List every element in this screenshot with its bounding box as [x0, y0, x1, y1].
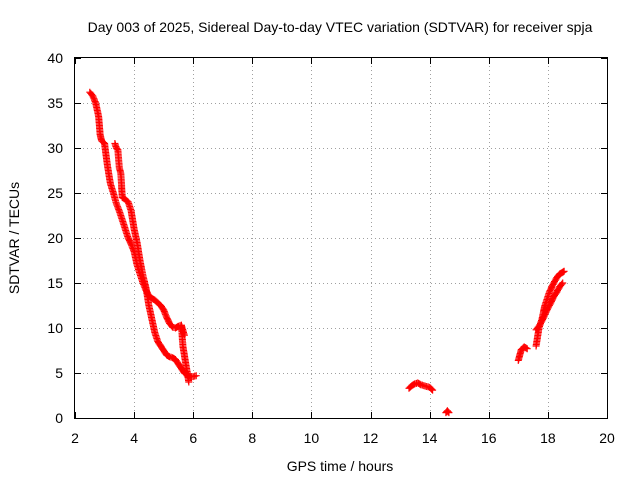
data-point [443, 407, 451, 415]
x-tick-labels: 2 4 6 8 10 12 14 16 18 20 [71, 430, 615, 446]
series-track-2 [111, 140, 200, 381]
data-point [445, 409, 453, 417]
y-tick-label: 25 [47, 185, 63, 201]
x-tick-label: 10 [304, 430, 320, 446]
data-point [185, 378, 193, 386]
series-track-4 [405, 379, 437, 394]
data-point [523, 345, 531, 353]
data-point [558, 280, 566, 288]
series-track-1 [86, 88, 188, 339]
axis-ticks [75, 58, 608, 419]
x-tick-label: 18 [540, 430, 556, 446]
x-tick-label: 2 [71, 430, 79, 446]
grid [75, 58, 607, 418]
series-track-5 [442, 407, 453, 417]
y-tick-label: 10 [47, 320, 63, 336]
series-track-3 [177, 321, 193, 386]
data-point [559, 279, 567, 287]
series-track-6 [514, 343, 531, 364]
x-tick-label: 20 [599, 430, 615, 446]
data-point [560, 267, 568, 275]
y-tick-label: 0 [55, 410, 63, 426]
y-tick-label: 35 [47, 95, 63, 111]
x-tick-label: 14 [422, 430, 438, 446]
data-point [192, 372, 200, 380]
y-tick-label: 15 [47, 275, 63, 291]
x-tick-label: 4 [130, 430, 138, 446]
y-tick-labels: 0 5 10 15 20 25 30 35 40 [47, 50, 63, 426]
plot-frame [74, 57, 608, 419]
data-marks [86, 88, 568, 417]
series-track-8 [532, 279, 567, 334]
y-tick-label: 5 [55, 365, 63, 381]
x-tick-label: 16 [481, 430, 497, 446]
data-point [444, 408, 452, 416]
y-tick-label: 30 [47, 140, 63, 156]
data-point [428, 385, 436, 393]
x-tick-label: 6 [189, 430, 197, 446]
data-point [429, 386, 437, 394]
y-tick-label: 40 [47, 50, 63, 66]
y-tick-label: 20 [47, 230, 63, 246]
x-tick-label: 12 [363, 430, 379, 446]
x-tick-label: 8 [248, 430, 256, 446]
chart-title: Day 003 of 2025, Sidereal Day-to-day VTE… [88, 19, 593, 35]
x-axis-label: GPS time / hours [287, 458, 394, 474]
y-axis-label: SDTVAR / TECUs [6, 182, 22, 294]
